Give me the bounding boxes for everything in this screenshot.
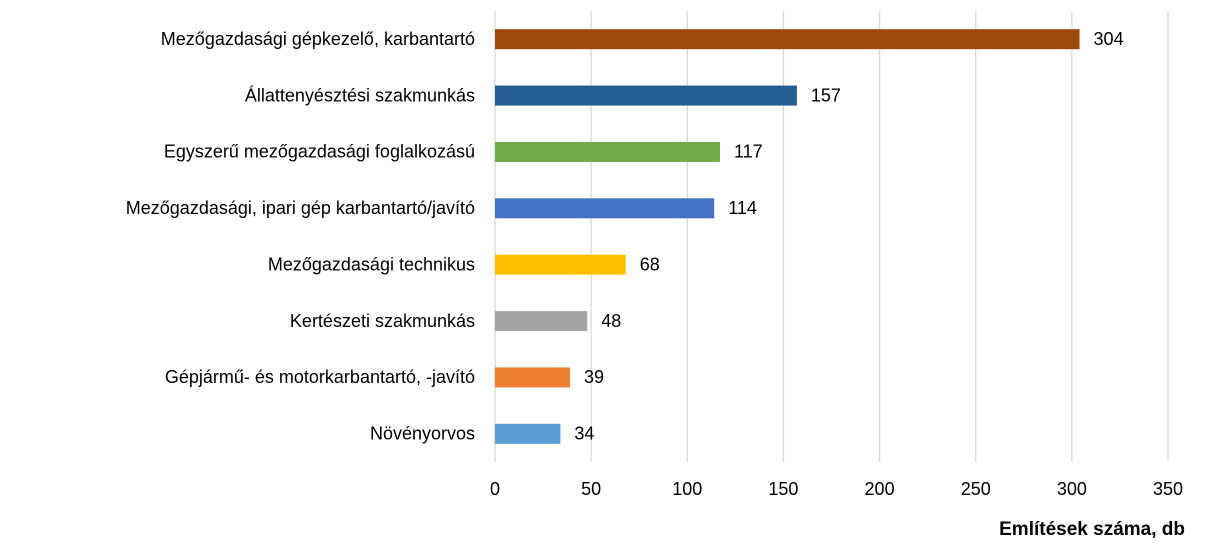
value-label: 39 xyxy=(584,367,604,387)
value-label: 117 xyxy=(734,142,763,162)
x-tick-label: 150 xyxy=(768,479,798,499)
bar xyxy=(495,141,720,162)
y-tick-label: Mezőgazdasági gépkezelő, karbantartó xyxy=(161,29,475,49)
bar xyxy=(495,311,588,332)
y-tick-label: Állattenyésztési szakmunkás xyxy=(245,85,475,105)
bar xyxy=(495,423,561,444)
bar xyxy=(495,85,797,106)
y-tick-label: Egyszerű mezőgazdasági foglalkozású xyxy=(164,142,475,162)
x-axis-title: Említések száma, db xyxy=(999,519,1185,540)
y-tick-label: Mezőgazdasági technikus xyxy=(268,254,475,274)
bar xyxy=(495,367,570,388)
bar xyxy=(495,29,1080,50)
value-label: 114 xyxy=(728,198,757,218)
x-tick-label: 200 xyxy=(865,479,895,499)
bar xyxy=(495,254,626,275)
bar xyxy=(495,198,715,219)
x-tick-label: 300 xyxy=(1057,479,1087,499)
x-tick-label: 350 xyxy=(1153,479,1183,499)
value-label: 157 xyxy=(811,85,841,105)
value-label: 304 xyxy=(1094,29,1124,49)
y-tick-label: Gépjármű- és motorkarbantartó, -javító xyxy=(165,367,475,387)
x-tick-label: 250 xyxy=(961,479,991,499)
y-tick-label: Mezőgazdasági, ipari gép karbantartó/jav… xyxy=(126,198,475,218)
x-tick-label: 50 xyxy=(581,479,601,499)
x-tick-label: 100 xyxy=(672,479,702,499)
y-tick-label: Kertészeti szakmunkás xyxy=(290,311,475,331)
value-label: 48 xyxy=(601,311,621,331)
value-label: 34 xyxy=(574,424,594,444)
value-label: 68 xyxy=(640,254,660,274)
x-tick-label: 0 xyxy=(490,479,500,499)
y-tick-label: Növényorvos xyxy=(370,424,475,444)
